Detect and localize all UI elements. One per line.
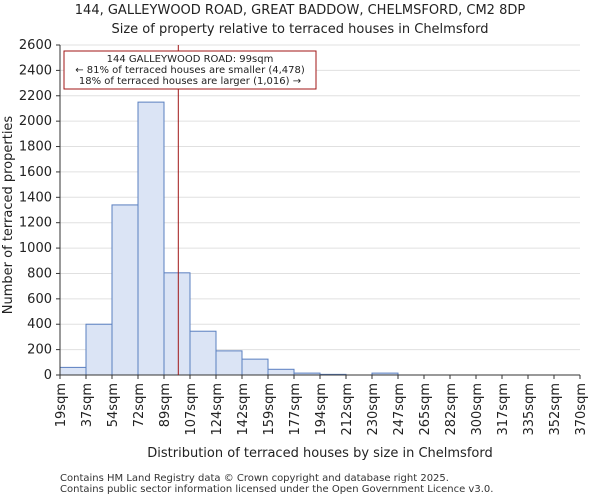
- y-tick-label: 1800: [19, 140, 52, 155]
- x-tick-label: 317sqm: [496, 383, 511, 436]
- y-axis-label: Number of terraced properties: [1, 116, 16, 315]
- footer-copyright: Contains HM Land Registry data © Crown c…: [60, 473, 449, 484]
- histogram-bar: [137, 101, 165, 376]
- y-tick-label: 600: [27, 292, 52, 307]
- x-tick-label: 335sqm: [522, 383, 537, 436]
- y-tick-label: 2200: [19, 89, 52, 104]
- histogram-bar: [163, 272, 191, 376]
- histogram-bar: [267, 368, 295, 376]
- x-tick-label: 54sqm: [106, 383, 121, 427]
- x-tick-label: 19sqm: [54, 383, 69, 427]
- y-tick-label: 1400: [19, 190, 52, 205]
- histogram-bar: [59, 366, 87, 376]
- histogram-bar: [241, 358, 269, 376]
- y-tick-label: 400: [27, 317, 52, 332]
- y-tick-label: 2600: [19, 38, 52, 53]
- x-tick-label: 247sqm: [392, 383, 407, 436]
- chart-subtitle: Size of property relative to terraced ho…: [111, 22, 489, 37]
- x-axis-label: Distribution of terraced houses by size …: [147, 446, 492, 461]
- y-tick-label: 0: [44, 368, 52, 383]
- annotation-title: 144 GALLEYWOOD ROAD: 99sqm: [107, 54, 274, 65]
- y-tick-label: 2000: [19, 114, 52, 129]
- histogram-bar: [85, 323, 113, 376]
- x-tick-label: 177sqm: [288, 383, 303, 436]
- histogram-bar: [111, 204, 139, 376]
- chart-title: 144, GALLEYWOOD ROAD, GREAT BADDOW, CHEL…: [74, 3, 526, 18]
- x-tick-label: 89sqm: [158, 383, 173, 427]
- x-tick-label: 370sqm: [574, 383, 589, 436]
- x-tick-label: 282sqm: [444, 383, 459, 436]
- y-tick-label: 200: [27, 343, 52, 358]
- y-tick-label: 1000: [19, 241, 52, 256]
- x-tick-label: 142sqm: [236, 383, 251, 436]
- histogram-chart: 0 200 400 600 800 1000 1200 1400 1600 1800 2000 220…: [1, 38, 589, 461]
- x-tick-label: 300sqm: [470, 383, 485, 436]
- annotation-larger: 18% of terraced houses are larger (1,016…: [79, 76, 301, 87]
- x-tick-label: 107sqm: [184, 383, 199, 436]
- x-tick-label: 159sqm: [262, 383, 277, 436]
- x-tick-label: 194sqm: [314, 383, 329, 436]
- x-tick-label: 230sqm: [366, 383, 381, 436]
- footer-licence: Contains public sector information licen…: [60, 484, 494, 495]
- x-tick-label: 72sqm: [132, 383, 147, 427]
- annotation-smaller: ← 81% of terraced houses are smaller (4,…: [75, 65, 305, 76]
- annotation-box: [63, 50, 317, 90]
- y-tick-label: 1200: [19, 216, 52, 231]
- histogram-bar: [189, 330, 217, 376]
- x-tick-label: 352sqm: [548, 383, 563, 436]
- x-tick-label: 212sqm: [340, 383, 355, 436]
- histogram-bar: [215, 350, 243, 376]
- y-tick-label: 1600: [19, 165, 52, 180]
- y-tick-label: 2400: [19, 63, 52, 78]
- x-tick-label: 37sqm: [80, 383, 95, 427]
- y-tick-label: 800: [27, 266, 52, 281]
- x-tick-label: 265sqm: [418, 383, 433, 436]
- x-tick-label: 124sqm: [210, 383, 225, 436]
